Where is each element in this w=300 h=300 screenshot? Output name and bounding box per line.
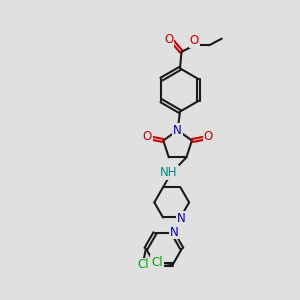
Text: O: O (164, 33, 173, 46)
Text: O: O (190, 34, 199, 47)
Text: O: O (204, 130, 213, 143)
Text: NH: NH (160, 166, 178, 179)
Text: Cl: Cl (138, 258, 149, 272)
Text: N: N (173, 124, 182, 137)
Text: Cl: Cl (151, 256, 163, 268)
Text: O: O (143, 130, 152, 143)
Text: N: N (177, 212, 186, 225)
Text: N: N (169, 226, 178, 239)
